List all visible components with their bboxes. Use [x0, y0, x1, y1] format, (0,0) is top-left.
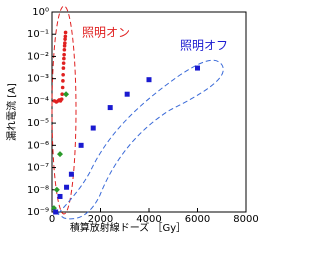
on-region [51, 5, 77, 215]
point [107, 105, 113, 111]
point [124, 91, 130, 97]
point [59, 97, 64, 101]
point [57, 151, 64, 158]
point [63, 34, 68, 39]
point [62, 52, 66, 57]
off-region [57, 59, 224, 220]
series-label: 照明オン [82, 26, 130, 40]
point [146, 77, 152, 83]
y-tick-label: 10⁻⁸ [27, 185, 49, 196]
point [63, 30, 68, 35]
y-tick-label: 10⁰ [32, 7, 49, 18]
point [63, 91, 70, 98]
x-tick-label: 8000 [233, 214, 258, 225]
y-tick-label: 10⁻⁹ [27, 207, 49, 218]
point [57, 193, 63, 199]
y-tick-label: 10⁻¹ [27, 29, 49, 40]
point [68, 171, 74, 177]
point [62, 47, 67, 52]
point [61, 72, 65, 77]
series-label: 照明オフ [180, 39, 228, 53]
point [63, 41, 67, 45]
y-tick-label: 10⁻² [27, 51, 49, 62]
point [61, 61, 66, 65]
y-tick-label: 10⁻⁶ [27, 140, 49, 151]
point [63, 37, 67, 41]
point [64, 184, 70, 190]
y-tick-label: 10⁻⁴ [27, 96, 49, 107]
point [60, 85, 65, 90]
x-tick-label: 0 [49, 214, 55, 225]
point [78, 142, 84, 148]
x-tick-label: 2000 [88, 214, 113, 225]
point [90, 125, 96, 131]
y-tick-label: 10⁻³ [27, 74, 49, 85]
point [61, 66, 66, 70]
point [53, 209, 59, 215]
y-tick-label: 10⁻⁵ [27, 118, 49, 129]
x-tick-label: 6000 [185, 214, 210, 225]
x-axis-label: 積算放射線ドーズ ［Gy］ [70, 221, 186, 234]
y-axis-label: 漏れ電流 [A] [5, 83, 18, 141]
point [195, 65, 200, 71]
point [62, 56, 66, 61]
chart: 積算放射線ドーズ ［Gy］ 漏れ電流 [A] 0 2000 4000 6000 8000… [5, 5, 259, 234]
y-tick-label: 10⁻⁷ [27, 163, 49, 174]
point [60, 92, 64, 96]
x-tick-label: 4000 [136, 214, 161, 225]
point [53, 186, 60, 193]
point [62, 44, 67, 48]
point [61, 79, 65, 83]
